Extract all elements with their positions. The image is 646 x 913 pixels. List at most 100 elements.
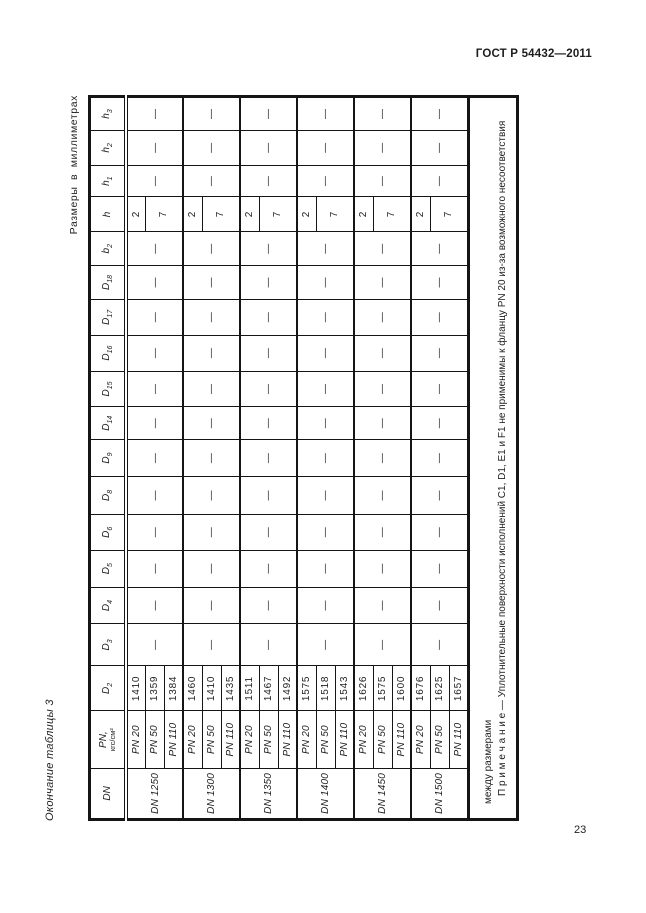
header-cell: PN, кгс/см² bbox=[89, 710, 126, 769]
dash-cell: — bbox=[297, 587, 354, 624]
dash-cell: — bbox=[297, 165, 354, 197]
dash-cell: — bbox=[411, 514, 468, 551]
dash-cell: — bbox=[354, 439, 411, 477]
pn-cell: PN 110 bbox=[392, 710, 411, 769]
d2-value-cell: 1410 bbox=[202, 665, 221, 711]
dash-cell: — bbox=[126, 165, 183, 197]
dash-cell: — bbox=[411, 550, 468, 588]
dn-cell: DN 1350 bbox=[240, 768, 297, 820]
dash-cell: — bbox=[240, 587, 297, 624]
dash-cell: — bbox=[354, 623, 411, 666]
table-body: DN 1250 PN 20 1410— — — — — — — — — — — —2— — — PN 50 135… bbox=[126, 96, 517, 820]
h-value-cell: 7 bbox=[259, 197, 297, 232]
table-row: DN 1400 PN 20 1575— — — — — — — — — — — —2— — — bbox=[297, 96, 354, 820]
dn-cell: DN 1500 bbox=[411, 768, 468, 820]
dash-cell: — bbox=[183, 130, 240, 166]
dash-cell: — bbox=[354, 476, 411, 515]
header-cell: D3 bbox=[89, 623, 126, 666]
header-cell: D2 bbox=[89, 665, 126, 711]
dash-cell: — bbox=[183, 406, 240, 440]
table-row: DN 1500 PN 20 1676— — — — — — — — — — — —2— — — bbox=[411, 96, 468, 820]
dash-cell: — bbox=[411, 587, 468, 624]
dash-cell: — bbox=[183, 231, 240, 266]
dash-cell: — bbox=[240, 96, 297, 131]
dash-cell: — bbox=[411, 165, 468, 197]
dash-cell: — bbox=[183, 299, 240, 336]
dash-cell: — bbox=[354, 96, 411, 131]
dash-cell: — bbox=[297, 130, 354, 166]
dash-cell: — bbox=[411, 439, 468, 477]
pn-cell: PN 20 bbox=[411, 710, 430, 769]
flange-dimensions-table: DN PN, кгс/см² D2 D3 D4 D5 D6 D8 D9 D14 D15 D16 D17 D1… bbox=[88, 95, 519, 821]
dash-cell: — bbox=[411, 130, 468, 166]
dash-cell: — bbox=[240, 550, 297, 588]
header-cell: D18 bbox=[89, 265, 126, 300]
dash-cell: — bbox=[354, 550, 411, 588]
pn-cell: PN 110 bbox=[221, 710, 240, 769]
dash-cell: — bbox=[354, 130, 411, 166]
pn-cell: PN 20 bbox=[354, 710, 373, 769]
dash-cell: — bbox=[240, 623, 297, 666]
dash-cell: — bbox=[126, 265, 183, 300]
d2-value-cell: 1467 bbox=[259, 665, 278, 711]
header-cell: D8 bbox=[89, 476, 126, 515]
dash-cell: — bbox=[240, 165, 297, 197]
d2-value-cell: 1518 bbox=[316, 665, 335, 711]
header-cell: DN bbox=[89, 768, 126, 820]
h-value-cell: 2 bbox=[354, 197, 373, 232]
dash-cell: — bbox=[354, 299, 411, 336]
dash-cell: — bbox=[240, 299, 297, 336]
dash-cell: — bbox=[183, 476, 240, 515]
dash-cell: — bbox=[411, 623, 468, 666]
pn-cell: PN 110 bbox=[164, 710, 183, 769]
dash-cell: — bbox=[354, 406, 411, 440]
d2-value-cell: 1492 bbox=[278, 665, 297, 711]
dash-cell: — bbox=[240, 371, 297, 407]
d2-value-cell: 1575 bbox=[297, 665, 316, 711]
header-cell: D15 bbox=[89, 371, 126, 407]
d2-value-cell: 1511 bbox=[240, 665, 259, 711]
header-cell: b2 bbox=[89, 231, 126, 266]
d2-value-cell: 1625 bbox=[430, 665, 449, 711]
table-note-line-main: П р и м е ч а н и е — Уплотнительные пов… bbox=[496, 120, 508, 796]
dash-cell: — bbox=[126, 299, 183, 336]
header-cell: D17 bbox=[89, 299, 126, 336]
d2-value-cell: 1410 bbox=[126, 665, 145, 711]
d2-value-cell: 1460 bbox=[183, 665, 202, 711]
pn-cell: PN 110 bbox=[278, 710, 297, 769]
dash-cell: — bbox=[297, 299, 354, 336]
d2-value-cell: 1543 bbox=[335, 665, 354, 711]
d2-value-cell: 1676 bbox=[411, 665, 430, 711]
table-continuation-caption: Окончание таблицы 3 bbox=[44, 699, 56, 821]
dash-cell: — bbox=[411, 231, 468, 266]
dn-cell: DN 1250 bbox=[126, 768, 183, 820]
dash-cell: — bbox=[126, 335, 183, 372]
pn-cell: PN 50 bbox=[373, 710, 392, 769]
dash-cell: — bbox=[126, 514, 183, 551]
dash-cell: — bbox=[183, 514, 240, 551]
table-row: DN 1350 PN 20 1511— — — — — — — — — — — —2— — — bbox=[240, 96, 297, 820]
d2-value-cell: 1384 bbox=[164, 665, 183, 711]
d2-value-cell: 1626 bbox=[354, 665, 373, 711]
dash-cell: — bbox=[297, 514, 354, 551]
dash-cell: — bbox=[240, 476, 297, 515]
dash-cell: — bbox=[183, 335, 240, 372]
dash-cell: — bbox=[126, 623, 183, 666]
dash-cell: — bbox=[354, 265, 411, 300]
header-cell: h3 bbox=[89, 96, 126, 131]
dash-cell: — bbox=[411, 371, 468, 407]
d2-value-cell: 1657 bbox=[449, 665, 468, 711]
note-cell: между размерами П р и м е ч а н и е — Упл… bbox=[468, 96, 517, 820]
dash-cell: — bbox=[183, 550, 240, 588]
pn-cell: PN 110 bbox=[449, 710, 468, 769]
units-caption: Размеры в миллиметрах bbox=[68, 95, 80, 235]
d2-value-cell: 1359 bbox=[145, 665, 164, 711]
header-cell: D5 bbox=[89, 550, 126, 588]
dash-cell: — bbox=[240, 130, 297, 166]
dash-cell: — bbox=[354, 231, 411, 266]
dash-cell: — bbox=[240, 335, 297, 372]
dash-cell: — bbox=[297, 371, 354, 407]
d2-value-cell: 1575 bbox=[373, 665, 392, 711]
dash-cell: — bbox=[240, 439, 297, 477]
pn-cell: PN 50 bbox=[145, 710, 164, 769]
